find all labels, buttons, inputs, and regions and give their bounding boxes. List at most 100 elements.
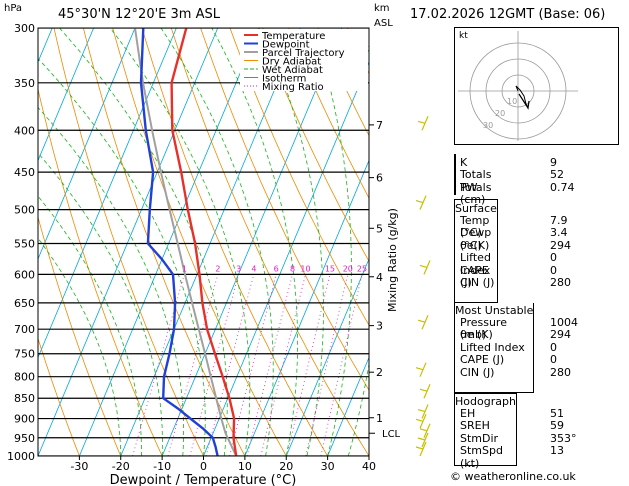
mixing-ratio-label: 6 bbox=[274, 264, 279, 273]
wind-barb bbox=[417, 314, 429, 330]
legend-label-mixing-ratio: Mixing Ratio bbox=[262, 82, 324, 93]
x-tick-label: 20 bbox=[279, 460, 293, 473]
mixing-ratio-line bbox=[205, 274, 255, 456]
hodograph-ring-label: 20 bbox=[495, 109, 505, 118]
surface-label: Lifted Index bbox=[460, 251, 491, 277]
km-tick-label: 4 bbox=[376, 271, 383, 284]
hodograph-label: EH bbox=[460, 407, 476, 420]
wind-barb bbox=[417, 432, 429, 448]
pressure-tick-label: 500 bbox=[14, 204, 35, 217]
most-unstable-value: 0 bbox=[550, 340, 557, 354]
surface-value: 294 bbox=[550, 238, 571, 252]
x-tick-label: -10 bbox=[153, 460, 171, 473]
pressure-tick-label: 700 bbox=[14, 323, 35, 336]
index-value: 52 bbox=[550, 168, 564, 182]
x-tick-label: -30 bbox=[70, 460, 88, 473]
most-unstable-label: Pressure (mb) bbox=[460, 316, 507, 342]
wind-barb bbox=[417, 404, 429, 419]
surface-label: Temp (°C) bbox=[460, 214, 490, 240]
pressure-tick-label: 800 bbox=[14, 371, 35, 384]
km-tick-label: 2 bbox=[376, 366, 383, 379]
dry-adiabat-line bbox=[112, 28, 287, 456]
legend-label-parcel: Parcel Trajectory bbox=[262, 48, 345, 59]
location-title: 45°30'N 12°20'E 3m ASL bbox=[58, 7, 221, 22]
most-unstable-label: Lifted Index bbox=[460, 340, 525, 354]
surface-title: Surface bbox=[455, 202, 497, 215]
mixing-ratio-axis-label: Mixing Ratio (g/kg) bbox=[386, 208, 399, 312]
wind-barb bbox=[415, 441, 427, 457]
x-tick-label: 40 bbox=[362, 460, 376, 473]
lcl-label: LCL bbox=[382, 429, 401, 440]
wind-barb bbox=[419, 260, 431, 275]
most-unstable-title: Most Unstable bbox=[455, 304, 534, 317]
chart-legend: Temperature Dewpoint Parcel Trajectory D… bbox=[240, 29, 368, 93]
most-unstable-value: 280 bbox=[550, 365, 571, 379]
surface-row: Temp (°C) 7.9 bbox=[455, 214, 568, 239]
mixing-ratio-label: 25 bbox=[357, 264, 367, 273]
surface-row: CIN (J) 280 bbox=[455, 275, 571, 289]
asl-label: ASL bbox=[374, 18, 393, 29]
plot-frame bbox=[37, 27, 370, 457]
hodograph-row: StmDir 353° bbox=[455, 432, 577, 445]
hodograph-label: StmSpd (kt) bbox=[460, 444, 503, 470]
index-label: Totals Totals bbox=[460, 168, 492, 194]
hpa-label: hPa bbox=[4, 3, 22, 14]
most-unstable-label: CAPE (J) bbox=[460, 353, 505, 367]
surface-value: 0 bbox=[550, 251, 557, 265]
hodograph-row: SREH 59 bbox=[455, 419, 564, 432]
hodograph-value: 353° bbox=[550, 431, 577, 445]
dry-adiabat-line bbox=[38, 337, 80, 456]
isotherm-line bbox=[161, 28, 343, 456]
surface-label: CAPE (J) bbox=[460, 263, 489, 289]
wind-barb bbox=[415, 195, 427, 210]
surface-label: CIN (J) bbox=[460, 275, 495, 289]
surface-label: Dewp (°C) bbox=[460, 226, 492, 252]
x-tick-label: 0 bbox=[200, 460, 207, 473]
mixing-ratio-line bbox=[286, 274, 331, 456]
index-value: 9 bbox=[550, 156, 557, 169]
mixing-ratio-line bbox=[229, 274, 277, 456]
surface-value: 0 bbox=[550, 263, 557, 277]
most-unstable-label: CIN (J) bbox=[460, 365, 495, 379]
km-tick-label: 1 bbox=[376, 412, 383, 425]
surface-row: Dewp (°C) 3.4 bbox=[455, 226, 568, 251]
copyright-footer[interactable]: © weatheronline.co.uk bbox=[450, 470, 576, 483]
most-unstable-label: θe (K) bbox=[460, 328, 493, 342]
x-axis-label: Dewpoint / Temperature (°C) bbox=[110, 473, 297, 486]
pressure-tick-label: 1000 bbox=[7, 450, 35, 463]
x-tick-label: -20 bbox=[112, 460, 130, 473]
most-unstable-value: 294 bbox=[550, 328, 571, 342]
mixing-ratio-label: 1 bbox=[182, 264, 187, 273]
most-unstable-row: Pressure (mb) 1004 bbox=[455, 316, 578, 341]
surface-row: CAPE (J) 0 bbox=[455, 264, 557, 289]
surface-row: θe(K) 294 bbox=[455, 239, 571, 252]
hodograph-value: 51 bbox=[550, 407, 564, 420]
hodograph-table: Hodograph EH 51 SREH 59 StmDir 353° StmS… bbox=[454, 393, 577, 469]
isotherm-line bbox=[244, 159, 369, 456]
most-unstable-table: Most Unstable Pressure (mb) 1004 θe (K) … bbox=[454, 303, 578, 393]
surface-value: 7.9 bbox=[550, 214, 568, 227]
wet-adiabat-line bbox=[347, 28, 369, 456]
surface-table: Surface Temp (°C) 7.9 Dewp (°C) 3.4 θe(K… bbox=[454, 199, 571, 303]
mixing-ratio-label: 10 bbox=[300, 264, 310, 273]
isotherm-line bbox=[38, 28, 219, 456]
hodograph-value: 59 bbox=[550, 419, 564, 433]
hodograph-row: EH 51 bbox=[455, 407, 564, 420]
pressure-tick-label: 750 bbox=[14, 348, 35, 361]
hodograph-row: StmSpd (kt) 13 bbox=[455, 444, 564, 469]
surface-row: Lifted Index 0 bbox=[455, 251, 557, 276]
pressure-tick-label: 950 bbox=[14, 432, 35, 445]
pressure-tick-label: 850 bbox=[14, 392, 35, 405]
pressure-tick-label: 350 bbox=[14, 77, 35, 90]
wind-barb bbox=[419, 383, 431, 399]
legend-label-dry-adiabat: Dry Adiabat bbox=[262, 57, 321, 68]
mixing-ratio-label: 4 bbox=[251, 264, 256, 273]
hodograph-storm-arrow bbox=[518, 93, 530, 110]
index-value: 0.74 bbox=[550, 180, 575, 194]
isotherm-line bbox=[79, 28, 260, 456]
dry-adiabat-line bbox=[288, 28, 369, 199]
dewpoint-profile bbox=[139, 28, 219, 456]
hodograph-table-title: Hodograph bbox=[455, 395, 516, 408]
wet-adiabat-line bbox=[59, 28, 228, 456]
